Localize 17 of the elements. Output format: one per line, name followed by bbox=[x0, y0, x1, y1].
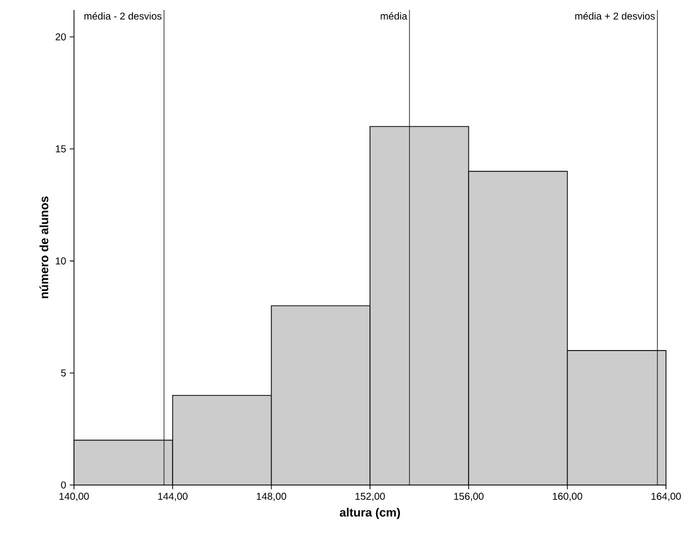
y-tick-label: 5 bbox=[61, 369, 66, 376]
y-tick-label: 0 bbox=[61, 481, 66, 489]
x-tick-label: 156,00 bbox=[454, 492, 484, 502]
x-tick-label: 144,00 bbox=[158, 492, 188, 502]
x-tick-label: 164,00 bbox=[652, 492, 681, 502]
ref-line-label: média - 2 desvios bbox=[84, 12, 162, 20]
y-axis-title: número de alunos bbox=[39, 196, 48, 298]
x-axis-title: altura (cm) bbox=[340, 508, 400, 519]
x-tick-label: 140,00 bbox=[60, 492, 89, 502]
x-tick-label: 148,00 bbox=[256, 492, 286, 502]
x-tick-label: 160,00 bbox=[552, 492, 582, 502]
ref-line-label: média bbox=[380, 12, 408, 20]
ref-line-label: média + 2 desvios bbox=[575, 12, 655, 20]
y-tick-label: 10 bbox=[56, 257, 66, 264]
y-tick-label: 15 bbox=[56, 145, 66, 152]
y-tick-label: 20 bbox=[56, 33, 66, 40]
x-tick-label: 152,00 bbox=[356, 492, 385, 502]
